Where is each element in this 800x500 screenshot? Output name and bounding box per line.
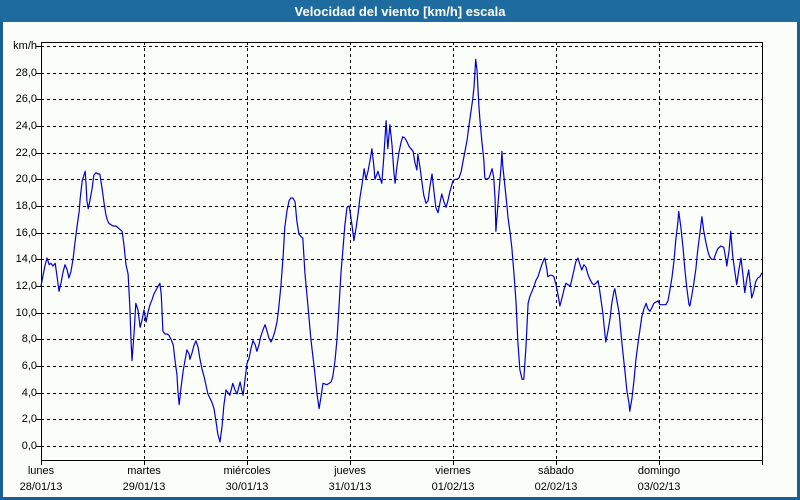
y-tick-label: 18,0 bbox=[15, 200, 37, 212]
y-tick-label: 0,0 bbox=[21, 440, 37, 452]
day-date: 03/02/13 bbox=[637, 481, 681, 493]
wind-speed-line bbox=[40, 58, 763, 443]
y-tick-label: 2,0 bbox=[21, 413, 37, 426]
y-axis-unit-label: km/h bbox=[13, 40, 37, 52]
y-tick-label: 24,0 bbox=[15, 120, 37, 132]
x-day-label: miércoles 30/01/13 bbox=[199, 463, 295, 495]
x-day-label: viernes 01/02/13 bbox=[405, 463, 501, 495]
day-name: sábado bbox=[537, 465, 575, 477]
day-date: 30/01/13 bbox=[225, 481, 269, 493]
day-date: 01/02/13 bbox=[431, 481, 475, 493]
x-day-label: martes 29/01/13 bbox=[96, 463, 192, 495]
x-day-label: jueves 31/01/13 bbox=[302, 463, 398, 495]
chart-title: Velocidad del viento [km/h] escala bbox=[294, 3, 506, 19]
x-day-label: domingo 03/02/13 bbox=[611, 463, 707, 495]
y-tick-label: 4,0 bbox=[21, 386, 37, 399]
y-tick-label: 16,0 bbox=[15, 226, 37, 239]
day-date: 31/01/13 bbox=[328, 481, 372, 493]
day-date: 02/02/13 bbox=[534, 481, 578, 493]
y-tick-label: 14,0 bbox=[15, 253, 37, 266]
day-name: domingo bbox=[637, 465, 681, 477]
y-tick-label: 26,0 bbox=[15, 93, 37, 106]
y-tick-label: 12,0 bbox=[15, 280, 37, 292]
y-tick-label: 10,0 bbox=[15, 306, 37, 319]
y-tick-label: 28,0 bbox=[15, 66, 37, 79]
day-name: viernes bbox=[435, 465, 471, 477]
y-tick-label: 8,0 bbox=[21, 333, 37, 346]
day-name: miércoles bbox=[223, 465, 271, 477]
y-tick-label: 6,0 bbox=[21, 360, 37, 372]
day-date: 28/01/13 bbox=[19, 481, 63, 493]
day-name: lunes bbox=[27, 465, 55, 477]
day-date: 29/01/13 bbox=[122, 481, 166, 493]
x-day-label: sábado 02/02/13 bbox=[508, 463, 604, 495]
day-name: martes bbox=[127, 465, 161, 477]
x-day-label: lunes 28/01/13 bbox=[0, 463, 89, 495]
day-name: jueves bbox=[334, 465, 366, 477]
y-tick-label: 22,0 bbox=[15, 146, 37, 159]
title-bar: Velocidad del viento [km/h] escala bbox=[0, 0, 800, 22]
y-tick-label: 20,0 bbox=[15, 173, 37, 186]
plot-border bbox=[41, 42, 763, 461]
